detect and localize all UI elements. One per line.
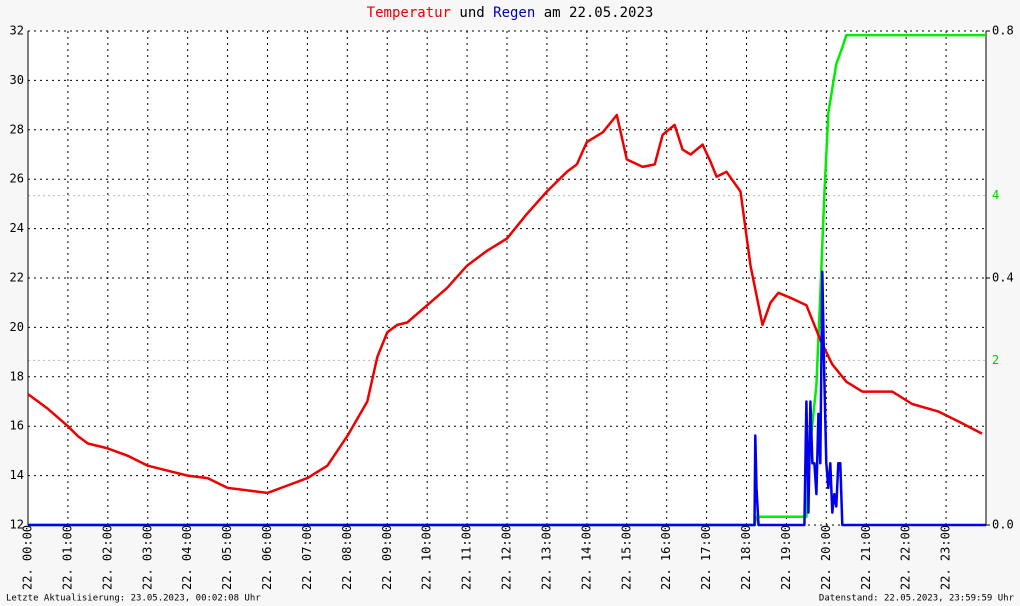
x-tick-label: 22. 18:00: [739, 525, 753, 590]
x-tick-label: 22. 05:00: [220, 525, 234, 590]
y2-tick-label: 0.4: [992, 271, 1014, 285]
x-tick-label: 22. 10:00: [420, 525, 434, 590]
y2-tick-label: 0.0: [992, 518, 1014, 532]
x-tick-label: 22. 22:00: [899, 525, 913, 590]
x-tick-label: 22. 09:00: [380, 525, 394, 590]
y-tick-label: 12: [10, 518, 24, 532]
x-tick-label: 22. 20:00: [819, 525, 833, 590]
x-tick-label: 22. 06:00: [260, 525, 274, 590]
x-tick-label: 22. 08:00: [340, 525, 354, 590]
title-part: am 22.05.2023: [544, 5, 654, 21]
x-tick-label: 22. 14:00: [579, 525, 593, 590]
x-tick-label: 22. 16:00: [659, 525, 673, 590]
x-tick-label: 22. 07:00: [300, 525, 314, 590]
y2-tick-label: 0.8: [992, 24, 1014, 38]
x-tick-label: 22. 02:00: [100, 525, 114, 590]
y-tick-label: 24: [10, 221, 24, 235]
y-tick-label: 18: [10, 369, 24, 383]
x-tick-label: 22. 04:00: [180, 525, 194, 590]
series-line: [28, 33, 986, 527]
series-line: [27, 113, 983, 495]
x-tick-label: 22. 00:00: [21, 525, 35, 590]
y-tick-label: 14: [10, 468, 24, 482]
footer-left: Letzte Aktualisierung: 23.05.2023, 00:02…: [6, 594, 261, 604]
y-tick-label: 32: [10, 24, 24, 38]
x-tick-label: 22. 13:00: [539, 525, 553, 590]
y3-tick-label: 4: [992, 188, 999, 202]
x-tick-label: 22. 21:00: [859, 525, 873, 590]
y-tick-label: 16: [10, 419, 24, 433]
y-tick-label: 20: [10, 320, 24, 334]
x-tick-label: 22. 03:00: [140, 525, 154, 590]
series-line: [28, 270, 986, 527]
footer-right: Datenstand: 22.05.2023, 23:59:59 Uhr: [819, 594, 1015, 604]
x-tick-label: 22. 17:00: [699, 525, 713, 590]
title-part: und: [459, 5, 484, 21]
x-tick-label: 22. 15:00: [619, 525, 633, 590]
x-tick-label: 22. 19:00: [779, 525, 793, 590]
chart-title: Temperatur und Regen am 22.05.2023: [367, 5, 654, 21]
x-tick-label: 22. 23:00: [939, 525, 953, 590]
x-tick-label: 22. 01:00: [60, 525, 74, 590]
y-tick-label: 30: [10, 73, 24, 87]
title-part: Temperatur: [367, 5, 451, 21]
y-tick-label: 28: [10, 122, 24, 136]
title-part: Regen: [493, 5, 535, 21]
x-tick-label: 22. 12:00: [500, 525, 514, 590]
y-tick-label: 22: [10, 271, 24, 285]
x-tick-label: 22. 11:00: [460, 525, 474, 590]
y-tick-label: 26: [10, 172, 24, 186]
y3-tick-label: 2: [992, 353, 999, 367]
